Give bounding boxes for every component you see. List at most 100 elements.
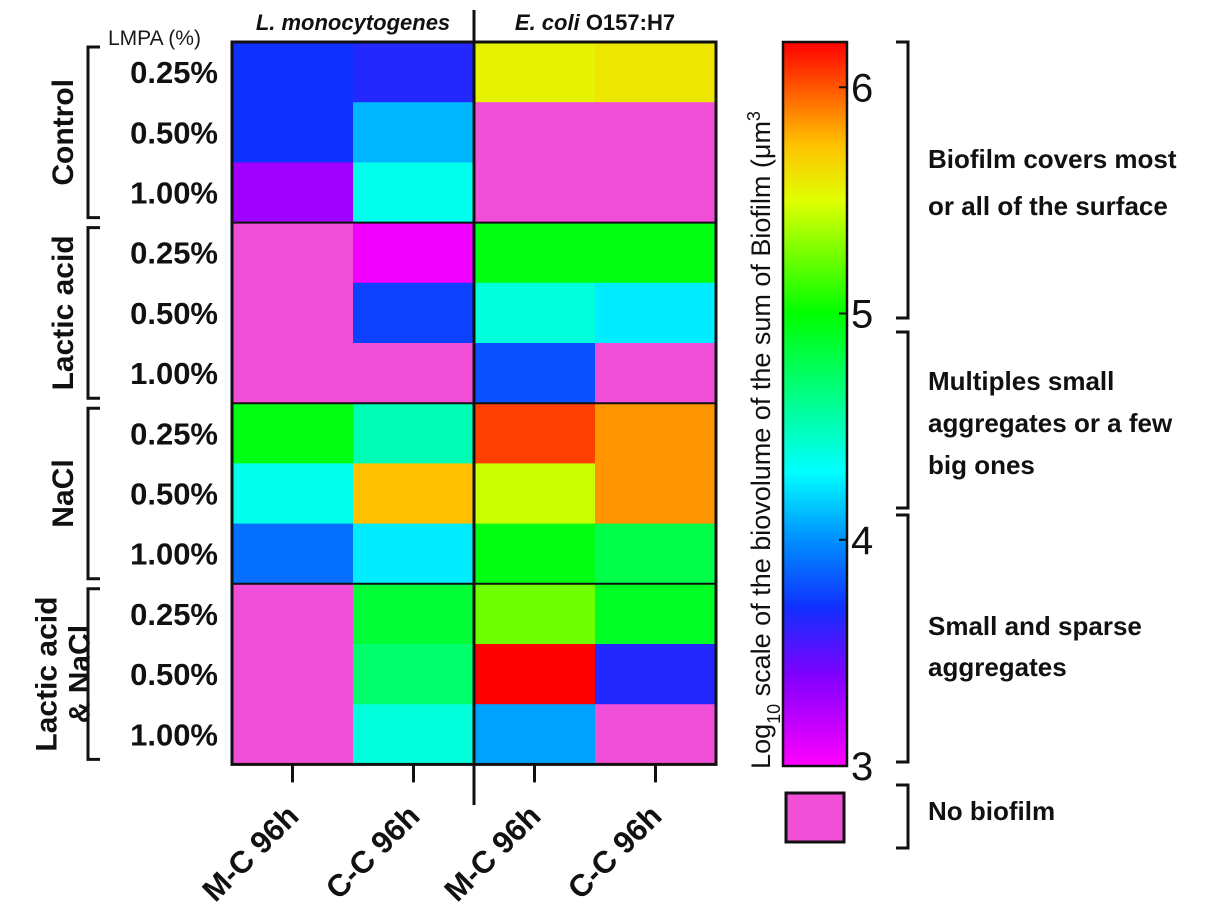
- heatmap-cell: [232, 403, 354, 464]
- colorbar: 3 4 5 6 Log10 scale of the biovolume of the …: [744, 40, 873, 844]
- annotation-bracket: [896, 513, 910, 764]
- heatmap-cell: [232, 42, 354, 103]
- heatmap-cell: [232, 704, 354, 765]
- heatmap-cells: [232, 42, 717, 765]
- organism-label: L. monocytogenes: [256, 10, 450, 35]
- heatmap-cell: [232, 222, 354, 284]
- organism-label: E. coli O157:H7: [515, 10, 675, 35]
- heatmap-cell: [474, 403, 596, 464]
- heatmap-cell: [353, 523, 475, 585]
- heatmap-cell: [595, 282, 717, 344]
- heatmap-cell: [595, 42, 717, 103]
- heatmap-cell: [474, 523, 596, 585]
- heatmap-cell: [595, 403, 717, 464]
- heatmap-cell: [595, 644, 717, 705]
- heatmap-cell: [232, 102, 354, 163]
- heatmap-cell: [353, 403, 475, 464]
- heatmap-cell: [353, 282, 475, 344]
- column-label: C-C 96h: [319, 798, 427, 906]
- row-label: 0.50%: [130, 296, 218, 331]
- row-label: 1.00%: [130, 176, 218, 211]
- heatmap-cell: [595, 523, 717, 585]
- colorbar-tick-label: 4: [851, 519, 873, 563]
- colorbar-tick-label: 6: [851, 66, 873, 110]
- heatmap-cell: [232, 523, 354, 585]
- heatmap-cell: [353, 583, 475, 645]
- column-label: M-C 96h: [437, 798, 547, 908]
- group-label: Lactic acid: [47, 235, 80, 390]
- heatmap-cell: [474, 162, 596, 224]
- heatmap-cell: [595, 704, 717, 765]
- heatmap-cell: [474, 704, 596, 765]
- annotation-bracket: [896, 40, 910, 320]
- annotation-bracket: [896, 783, 910, 850]
- colorbar-tick-label: 5: [851, 293, 873, 337]
- row-axis-label: LMPA (%): [108, 27, 201, 50]
- annotations: Biofilm covers most or all of the surface…: [896, 40, 1177, 850]
- heatmap-cell: [353, 704, 475, 765]
- heatmap-cell: [232, 162, 354, 224]
- heatmap-frame: [230, 40, 718, 766]
- colorbar-label: Log10 scale of the biovolume of the sum …: [744, 111, 784, 769]
- colorbar-gradient: [781, 40, 849, 768]
- heatmap-cell: [595, 162, 717, 224]
- group-bracket: [86, 587, 100, 761]
- annotation-text: aggregates or a few: [928, 408, 1173, 438]
- heatmap-cell: [232, 463, 354, 525]
- heatmap-cell: [232, 343, 354, 404]
- organism-labels: L. monocytogenes E. coli O157:H7: [256, 10, 675, 35]
- heatmap-cell: [595, 222, 717, 284]
- heatmap-cell: [474, 102, 596, 163]
- heatmap-cell: [474, 222, 596, 284]
- group-bracket: [86, 226, 100, 400]
- heatmap-cell: [353, 222, 475, 284]
- row-label: 0.25%: [130, 55, 218, 90]
- heatmap-cell: [353, 102, 475, 163]
- heatmap-lines: [230, 10, 718, 805]
- heatmap-cell: [474, 583, 596, 645]
- heatmap-cell: [595, 583, 717, 645]
- heatmap-cell: [595, 463, 717, 525]
- row-label: 0.25%: [130, 416, 218, 451]
- group-bracket: [86, 406, 100, 581]
- heatmap-cell: [353, 42, 475, 103]
- group-label: NaCl: [47, 459, 80, 527]
- heatmap-cell: [353, 463, 475, 525]
- row-labels: 0.25% 0.50% 1.00% 0.25% 0.50% 1.00% 0.25% 0.50%…: [130, 55, 218, 752]
- heatmap-cell: [474, 463, 596, 525]
- column-label: M-C 96h: [195, 798, 305, 908]
- group-label: Lactic acid: [31, 597, 64, 752]
- annotation-text: aggregates: [928, 652, 1067, 682]
- annotation-text: Multiples small: [928, 366, 1114, 396]
- heatmap-cell: [232, 282, 354, 344]
- annotation-text: or all of the surface: [928, 191, 1168, 221]
- row-label: 0.25%: [130, 236, 218, 271]
- row-label: 1.00%: [130, 537, 218, 572]
- column-label: C-C 96h: [561, 798, 669, 906]
- heatmap-cell: [474, 42, 596, 103]
- no-biofilm-swatch: [784, 791, 846, 844]
- row-label: 1.00%: [130, 717, 218, 752]
- row-label: 0.25%: [130, 597, 218, 632]
- heatmap-cell: [232, 644, 354, 705]
- annotation-text: Small and sparse: [928, 611, 1142, 641]
- group-bracket: [86, 45, 100, 220]
- heatmap-cell: [353, 343, 475, 404]
- heatmap-cell: [595, 343, 717, 404]
- annotation-text: Biofilm covers most: [928, 144, 1177, 174]
- annotation-text: No biofilm: [928, 796, 1055, 826]
- row-label: 0.50%: [130, 477, 218, 512]
- annotation-text: big ones: [928, 450, 1035, 480]
- group-label: & NaCl: [64, 625, 97, 723]
- heatmap-cell: [595, 102, 717, 163]
- heatmap-cell: [232, 583, 354, 645]
- group-label: Control: [47, 79, 80, 186]
- annotation-bracket: [896, 330, 910, 510]
- column-labels: M-C 96h C-C 96h M-C 96h C-C 96h: [195, 798, 668, 908]
- heatmap-cell: [474, 282, 596, 344]
- heatmap-cell: [353, 644, 475, 705]
- heatmap-cell: [474, 644, 596, 705]
